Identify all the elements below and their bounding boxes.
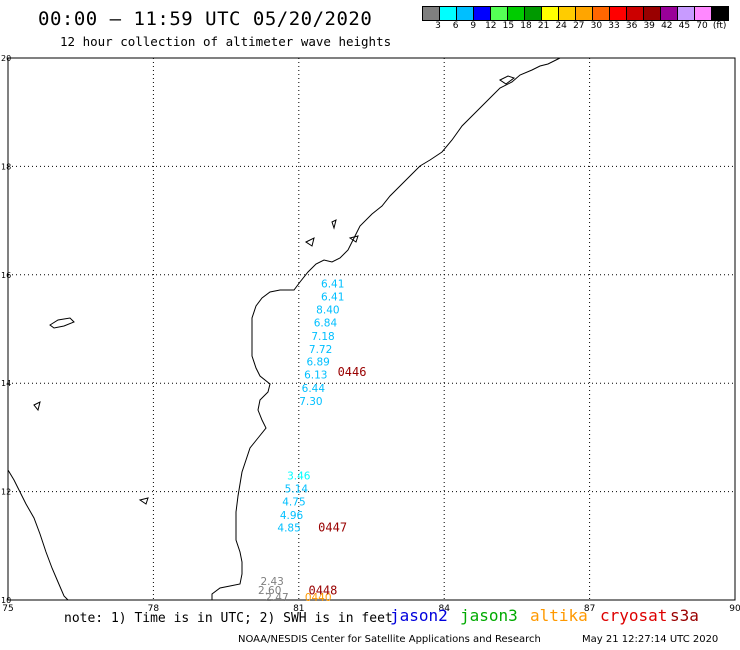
satellite-s3a: s3a bbox=[670, 606, 699, 625]
pass-time-label: 0448 bbox=[308, 584, 337, 598]
wave-height-label: 5.14 bbox=[285, 484, 309, 496]
map-title: 00:00 – 11:59 UTC 05/20/2020 bbox=[38, 8, 373, 30]
x-tick-label: 84 bbox=[438, 604, 450, 614]
west-coast bbox=[7, 469, 69, 601]
wave-height-label: 4.75 bbox=[282, 497, 305, 509]
credit-line: NOAA/NESDIS Center for Satellite Applica… bbox=[238, 634, 541, 645]
y-tick-label: 20 bbox=[1, 54, 11, 63]
color-legend-label: 70 bbox=[696, 21, 708, 31]
timestamp: May 21 12:27:14 UTC 2020 bbox=[582, 634, 719, 645]
color-legend-label: 30 bbox=[590, 21, 603, 31]
y-tick-label: 12 bbox=[1, 488, 11, 497]
color-legend-label: 3 bbox=[435, 21, 441, 31]
y-tick-label: 10 bbox=[1, 596, 11, 605]
satellite-jason3: jason3 bbox=[460, 606, 518, 625]
wave-height-label: 6.41 bbox=[321, 291, 344, 303]
x-tick-label: 78 bbox=[148, 604, 160, 614]
y-tick-label: 16 bbox=[1, 271, 11, 280]
islet-2 bbox=[138, 497, 149, 505]
wave-height-label: 0440 bbox=[305, 592, 332, 604]
footnote: note: 1) Time is in UTC; 2) SWH is in fe… bbox=[64, 611, 393, 626]
x-tick-label: 90 bbox=[729, 604, 740, 614]
wave-height-label: 2.43 bbox=[260, 576, 283, 588]
map-subtitle: 12 hour collection of altimeter wave hei… bbox=[60, 34, 392, 49]
color-swatch bbox=[711, 6, 729, 21]
wave-height-label: 6.41 bbox=[321, 278, 344, 290]
color-legend-label: 42 bbox=[661, 21, 673, 31]
wave-height-label: 7.30 bbox=[299, 396, 322, 408]
color-legend-label: (ft) bbox=[712, 21, 727, 31]
y-tick-label: 14 bbox=[1, 379, 11, 388]
coastline bbox=[7, 57, 561, 601]
wave-height-label: 7.18 bbox=[311, 331, 334, 343]
wave-height-label: 6.89 bbox=[306, 356, 329, 368]
wave-height-label: 6.44 bbox=[302, 383, 326, 395]
wave-height-label: 2.60 bbox=[258, 585, 281, 597]
color-legend-label: 12 bbox=[485, 21, 497, 31]
wave-height-label: 6.13 bbox=[304, 369, 327, 381]
x-tick-label: 75 bbox=[2, 604, 13, 614]
wave-height-label: 8.40 bbox=[316, 304, 339, 316]
color-legend-label: 45 bbox=[678, 21, 691, 31]
color-legend-label: 6 bbox=[452, 21, 459, 31]
island-west bbox=[49, 317, 75, 329]
wave-height-label: 7.72 bbox=[309, 344, 332, 356]
wave-height-label: 6.84 bbox=[314, 317, 338, 329]
islet-4 bbox=[305, 237, 315, 247]
color-legend-label: 9 bbox=[470, 21, 477, 31]
color-legend bbox=[422, 6, 729, 21]
satellite-jason2: jason2 bbox=[390, 606, 448, 625]
satellite-cryosat: cryosat bbox=[600, 606, 668, 625]
wave-height-label: 4.85 bbox=[277, 523, 300, 535]
hooghly-delta bbox=[499, 75, 516, 85]
map-grid: 75 78 81 84 87 90 20 18 16 14 12 10 bbox=[1, 54, 740, 614]
pass-time-label: 0447 bbox=[318, 521, 347, 535]
satellite-altika: altika bbox=[530, 606, 588, 625]
wave-height-label: 2.47 bbox=[265, 592, 288, 604]
color-legend-label: 39 bbox=[643, 21, 655, 31]
color-legend-label: 21 bbox=[537, 21, 550, 31]
islet-5 bbox=[348, 235, 359, 243]
wave-height-label: 4.96 bbox=[280, 510, 304, 522]
measurement-layer: 6.416.418.406.847.187.726.896.136.447.30… bbox=[258, 278, 366, 604]
islet-1 bbox=[33, 401, 41, 412]
y-tick-label: 18 bbox=[1, 162, 11, 171]
color-legend-label: 18 bbox=[520, 21, 532, 31]
x-tick-label: 87 bbox=[584, 604, 595, 614]
color-legend-label: 24 bbox=[555, 21, 567, 31]
wave-height-label: 3.46 bbox=[287, 471, 311, 483]
color-legend-label: 33 bbox=[608, 21, 620, 31]
color-legend-label: 36 bbox=[625, 21, 638, 31]
color-legend-labels: 3 6 9 12 15 18 21 24 27 30 33 36 39 42 45 70 (ft) bbox=[422, 21, 740, 35]
map-frame bbox=[7, 57, 736, 601]
india-east-coast bbox=[211, 57, 561, 600]
pass-time-label: 0446 bbox=[338, 365, 367, 379]
islet-3 bbox=[331, 219, 337, 230]
color-legend-label: 15 bbox=[502, 21, 515, 31]
x-tick-label: 81 bbox=[293, 604, 304, 614]
color-legend-label: 27 bbox=[573, 21, 585, 31]
